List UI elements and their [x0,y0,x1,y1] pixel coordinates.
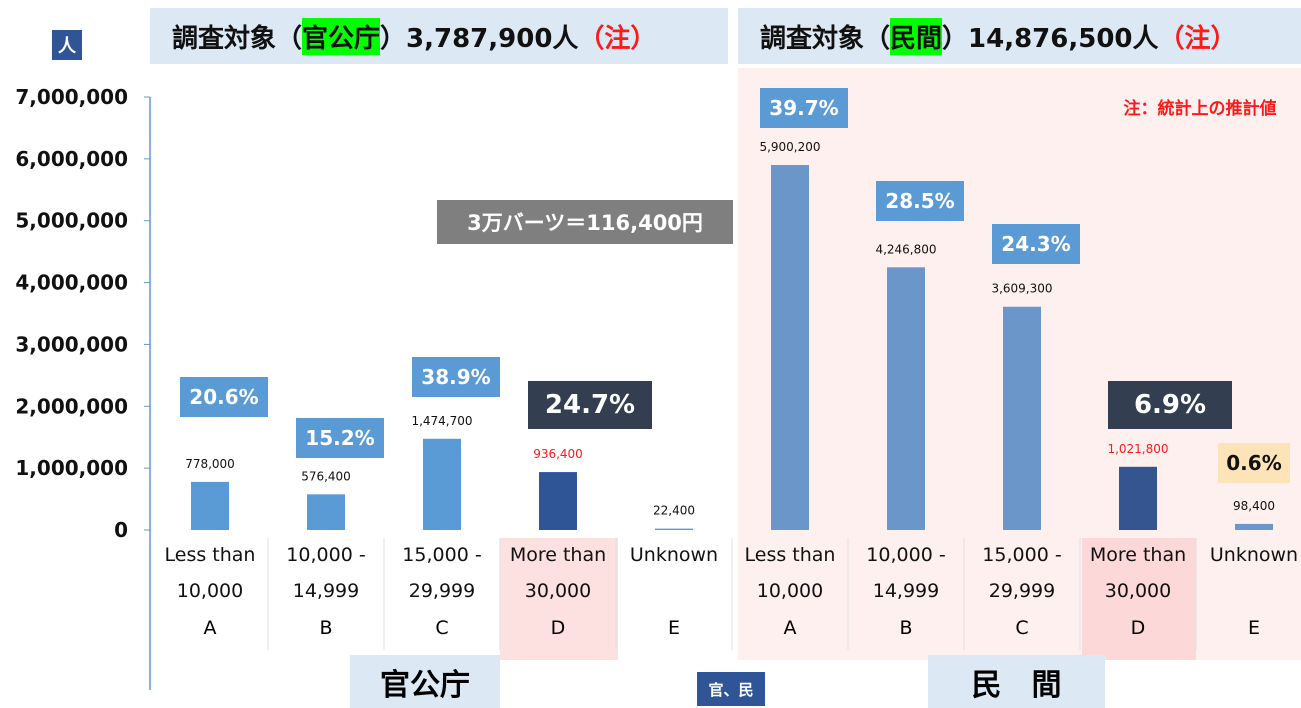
share-label: 38.9% [412,357,500,397]
share-label: 0.6% [1218,443,1290,483]
header-highlight: 官公庁 [302,17,381,55]
value-label: 98,400 [1233,499,1275,513]
header-note: （注） [1158,23,1237,54]
value-label: 1,021,800 [1107,442,1168,456]
share-label: 20.6% [180,377,268,417]
group-label: 官公庁 [350,655,500,708]
share-label: 24.7% [528,381,652,429]
header-total: ）3,787,900人 [380,23,579,54]
value-label: 1,474,700 [411,414,472,428]
highlight-bg [1082,538,1196,660]
category-letter: C [435,617,449,639]
share-label: 15.2% [296,418,384,458]
x-tick-label: Unknown [1209,544,1299,566]
header-left: 調査対象（ 官公庁 ）3,787,900人 （注） [150,8,728,64]
header-total: ）14,876,500人 [942,23,1159,54]
y-axis-label: 人 [52,30,82,60]
group-label: 民 間 [928,655,1105,708]
x-tick-label: Unknown [629,544,719,566]
y-tick-label: 7,000,000 [15,85,128,109]
header-highlight: 民間 [890,17,943,55]
header-note: （注） [578,23,657,54]
header-text: 調査対象（ [760,23,891,54]
divider-label: 官、民 [697,672,765,706]
y-tick-label: 1,000,000 [15,456,128,480]
x-tick-label: More than 30,000 [509,544,607,602]
x-tick-label: 10,000 - 14,999 [866,544,946,602]
category-letter: D [550,617,566,639]
bar [539,472,577,530]
x-tick-label: More than 30,000 [1089,544,1187,602]
bar [1235,523,1273,530]
y-tick-label: 5,000,000 [15,209,128,233]
bar [1119,466,1157,530]
note: 注：統計上の推計値 [1123,98,1277,119]
category-letter: B [319,617,333,639]
category-letter: D [1130,617,1146,639]
y-tick-label: 6,000,000 [15,147,128,171]
x-tick-label: 10,000 - 14,999 [286,544,366,602]
value-label: 22,400 [653,504,695,518]
header-right: 調査対象（ 民間 ）14,876,500人 （注） [738,8,1301,64]
category-letter: A [203,617,217,639]
category-letter: E [1247,617,1260,639]
y-tick-label: 4,000,000 [15,271,128,295]
x-tick-label: 15,000 - 29,999 [982,544,1062,602]
share-label: 39.7% [760,88,848,128]
x-tick-label: Less than 10,000 [744,544,836,602]
share-label: 24.3% [992,224,1080,264]
value-label: 3,609,300 [991,282,1052,296]
value-label: 576,400 [301,469,351,483]
bar [191,481,229,530]
header-text: 調査対象（ [172,23,303,54]
y-tick-label: 2,000,000 [15,394,128,418]
x-tick-label: Less than 10,000 [164,544,256,602]
bar [423,438,461,530]
bar [307,494,345,530]
y-tick-label: 3,000,000 [15,332,128,356]
bar [887,267,925,530]
x-tick-label: 15,000 - 29,999 [402,544,482,602]
category-letter: A [783,617,797,639]
category-letter: B [899,617,913,639]
bar [771,165,809,530]
share-label: 28.5% [876,181,964,221]
category-letter: E [667,617,680,639]
value-label: 5,900,200 [759,140,820,154]
exchange-note: 3万バーツ＝116,400円 [437,200,733,244]
highlight-bg [500,538,618,660]
share-label: 6.9% [1108,381,1232,429]
y-tick-label: 0 [114,518,128,542]
category-letter: C [1015,617,1029,639]
bar [1003,306,1041,530]
value-label: 936,400 [533,447,583,461]
value-label: 778,000 [185,457,235,471]
value-label: 4,246,800 [875,242,936,256]
bar [655,528,693,530]
